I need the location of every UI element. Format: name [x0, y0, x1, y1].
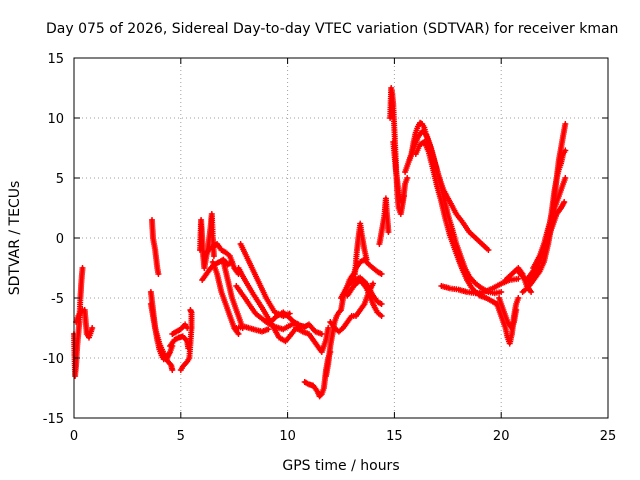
plus-markers — [536, 199, 568, 265]
data-series — [199, 256, 236, 283]
plus-markers — [169, 321, 191, 337]
plus-markers — [293, 325, 332, 355]
plus-markers — [438, 275, 522, 297]
data-series — [177, 307, 195, 373]
x-tick-label: 15 — [386, 429, 403, 444]
x-axis-label: GPS time / hours — [282, 458, 399, 474]
data-series — [536, 199, 568, 265]
data-series — [73, 307, 96, 341]
data-series — [344, 277, 385, 319]
plus-markers — [73, 307, 96, 341]
data-series — [412, 139, 500, 307]
data-series — [149, 217, 162, 277]
data-series — [233, 323, 272, 335]
y-tick-label: -15 — [43, 412, 64, 427]
data-series — [220, 259, 246, 331]
series-trace — [414, 140, 499, 306]
data-series — [351, 220, 370, 277]
y-axis-label: SDTVAR / TECUs — [7, 181, 23, 296]
data-series — [390, 139, 407, 205]
x-tick-label: 10 — [279, 429, 296, 444]
plus-markers — [233, 323, 272, 335]
data-series — [496, 295, 520, 331]
plus-markers — [351, 220, 370, 277]
plus-markers — [344, 277, 385, 319]
plus-markers — [233, 283, 302, 333]
data-series — [376, 195, 392, 247]
plus-markers — [412, 139, 500, 307]
axes: 0 5 10 15 20 25 -15 -10 -5 0 5 10 15 — [43, 52, 617, 444]
data-series — [147, 301, 176, 373]
plus-markers — [201, 241, 242, 277]
data-series — [201, 241, 242, 277]
plus-markers — [390, 139, 407, 205]
plus-markers — [177, 307, 195, 373]
plus-markers — [147, 301, 176, 373]
x-tick-label: 0 — [70, 429, 78, 444]
data-series — [530, 175, 569, 271]
y-tick-label: 15 — [47, 52, 64, 67]
plus-markers — [267, 309, 325, 337]
x-tick-label: 20 — [493, 429, 510, 444]
y-tick-label: 0 — [56, 232, 64, 247]
plus-markers — [149, 217, 162, 277]
x-tick-label: 5 — [177, 429, 185, 444]
plus-markers — [376, 195, 392, 247]
data-series — [169, 321, 191, 337]
x-tick-label: 25 — [600, 429, 617, 444]
plus-markers — [220, 259, 246, 331]
data-series — [233, 283, 302, 333]
plus-markers — [496, 295, 520, 331]
y-tick-label: 5 — [56, 172, 64, 187]
data-series — [293, 325, 332, 355]
y-tick-label: 10 — [47, 112, 64, 127]
chart-title: Day 075 of 2026, Sidereal Day-to-day VTE… — [46, 21, 618, 37]
y-tick-label: -10 — [43, 352, 64, 367]
y-tick-label: -5 — [51, 292, 64, 307]
data-series — [267, 309, 325, 337]
plus-markers — [530, 175, 569, 271]
plot-area — [71, 85, 569, 400]
